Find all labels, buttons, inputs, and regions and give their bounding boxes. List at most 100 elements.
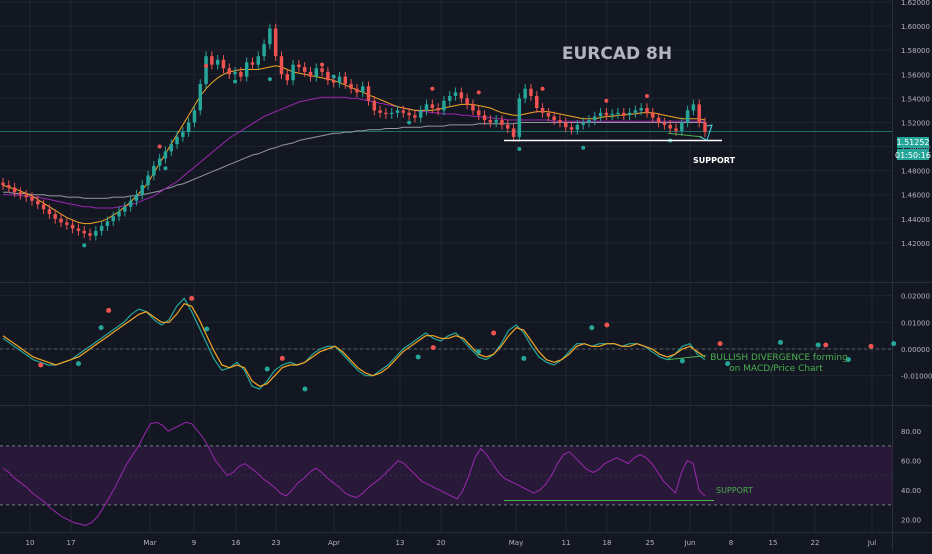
candle-body [215, 59, 220, 65]
current-price-label: 1.51252 [896, 138, 929, 147]
macd-green-dot [815, 342, 821, 348]
candle-body [407, 112, 411, 116]
price-tick-label: 1.60000 [901, 23, 930, 31]
chart-title: EURCAD 8H [562, 44, 672, 64]
candle-body [511, 128, 516, 137]
countdown-tag [897, 149, 929, 160]
rsi-line-path [2, 421, 706, 527]
candle-body [227, 68, 232, 75]
candle-body [30, 197, 34, 201]
macd-tick-label: 0.00000 [901, 346, 930, 354]
macd-green-dot [302, 386, 308, 392]
candle-body [593, 116, 597, 121]
price-red-dot [157, 144, 162, 149]
candle-body [41, 204, 46, 210]
candle-body [500, 120, 504, 125]
candle-body [442, 100, 446, 111]
candle-body [94, 230, 98, 236]
candle-body [598, 112, 603, 117]
price-red-dot [320, 62, 325, 67]
macd-green-dot [679, 358, 685, 364]
x-tick-label: Apr [328, 539, 340, 547]
candle-body [279, 56, 284, 75]
candle-body [517, 98, 522, 137]
candle-body [1, 182, 5, 186]
candle-body [152, 165, 156, 176]
x-tick-label: Jul [867, 539, 877, 547]
price-green-dot [267, 77, 272, 82]
candle-body [331, 80, 336, 83]
candle-body [308, 71, 313, 77]
candle-body [273, 28, 278, 57]
price-green-dot [581, 145, 586, 150]
candle-body [488, 120, 493, 123]
x-tick-label: 20 [437, 539, 446, 547]
macd-tick-label: 0.02000 [901, 293, 930, 301]
candle-body [76, 228, 81, 231]
annotations [504, 124, 722, 501]
candle-body [552, 116, 556, 121]
price-red-dot [204, 63, 209, 68]
candle-body [349, 83, 353, 89]
candle-body [146, 175, 150, 186]
macd-green-dot [521, 355, 527, 361]
candle-body [53, 214, 57, 219]
candle-body [639, 108, 643, 111]
price-tick-label: 1.52000 [901, 119, 930, 127]
ma-slow-line [3, 122, 705, 199]
price-tick-label: 1.58000 [901, 47, 930, 55]
candle-body [668, 124, 672, 129]
candle-body [506, 124, 510, 129]
candle-body [546, 112, 551, 117]
candle-body [476, 110, 481, 116]
candle-body [198, 83, 202, 111]
candle-body [186, 122, 191, 133]
price-green-dot [407, 120, 412, 125]
candle-body [674, 128, 678, 131]
candle-body [529, 88, 533, 96]
support-label-price: SUPPORT [693, 156, 736, 165]
macd-green-dot [75, 361, 81, 367]
candle-body [575, 124, 580, 130]
macd-green-dot [777, 339, 783, 345]
candle-body [685, 110, 690, 123]
projection-arrow-head [706, 124, 713, 132]
candle-body [169, 144, 173, 152]
macd-green-dot [415, 354, 421, 360]
candle-body [656, 117, 661, 123]
candle-body [88, 233, 92, 236]
candle-body [314, 68, 319, 77]
candle-body [111, 216, 115, 222]
candle-body [395, 110, 400, 113]
candle-body [424, 104, 429, 111]
candle-body [569, 127, 574, 130]
macd-red-dot [106, 307, 112, 313]
candle-body [366, 86, 371, 101]
candle-body [430, 104, 435, 108]
macd-lines [2, 297, 706, 390]
candle-body [12, 187, 17, 193]
candle-body [47, 209, 52, 214]
candle-body [581, 122, 585, 125]
candle-body [587, 120, 591, 123]
candle-body [221, 59, 226, 69]
candle-body [401, 110, 406, 113]
x-tick-label: Mar [143, 539, 156, 547]
candle-body [140, 185, 144, 195]
candle-body [697, 104, 701, 123]
candle-body [175, 136, 179, 145]
macd-signal-line [2, 302, 706, 387]
macd-red-dot [491, 330, 497, 336]
candle-body [535, 95, 539, 108]
rsi-tick-label: 80.00 [901, 428, 921, 436]
macd-red-dot [279, 355, 285, 361]
price-tick-label: 1.62000 [901, 0, 930, 7]
candle-body [36, 200, 40, 205]
countdown-label: 01:50:16 [895, 151, 931, 160]
price-red-dot [430, 86, 435, 91]
candle-body [610, 114, 614, 116]
x-tick-label: 25 [646, 539, 655, 547]
candle-body [372, 100, 377, 111]
divergence-label-line-1: BULLISH DIVERGENCE forming [710, 353, 848, 363]
